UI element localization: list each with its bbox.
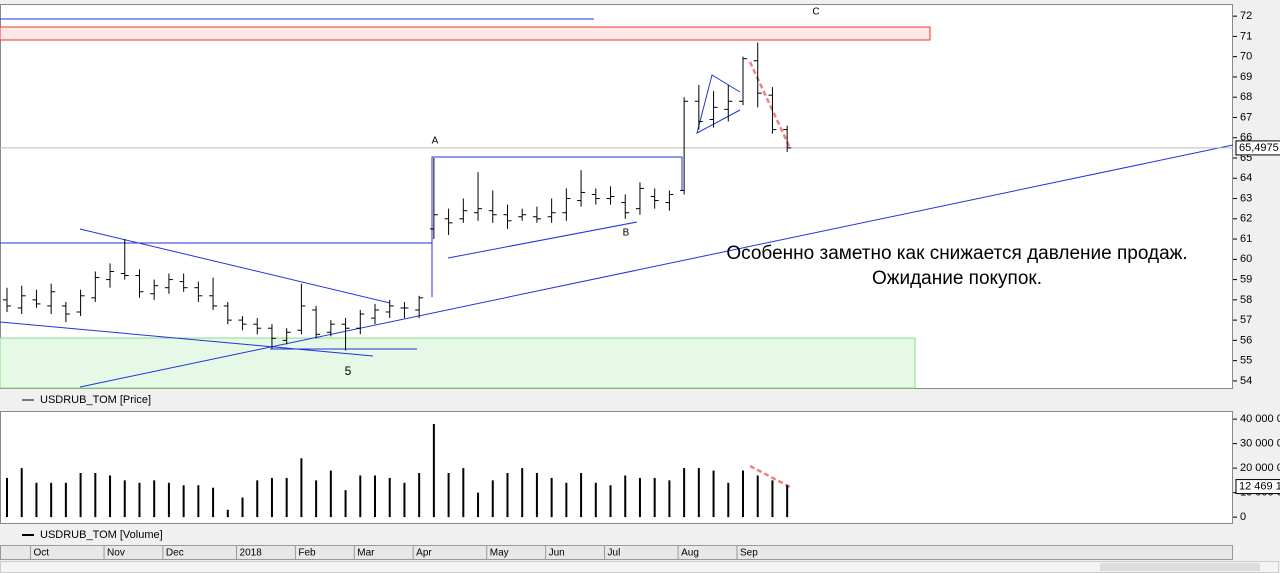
y-tick-label: 70 — [1240, 51, 1252, 63]
y-tick-label: 40 000 000 — [1240, 413, 1280, 425]
x-tick-label: 2018 — [240, 548, 263, 559]
triangle — [696, 74, 741, 134]
x-tick-label: Sep — [740, 548, 758, 559]
x-tick-label: Apr — [416, 548, 432, 559]
wave-label: 5 — [345, 364, 352, 378]
y-tick-label: 20 000 000 — [1240, 462, 1280, 474]
volume-panel — [0, 411, 1233, 524]
x-tick-label: May — [490, 548, 509, 559]
price-panel — [0, 4, 1233, 389]
resistance-zone — [0, 26, 931, 41]
x-tick-label: Oct — [33, 548, 49, 559]
wave-label: C — [812, 7, 819, 18]
y-tick-label: 71 — [1240, 30, 1252, 42]
y-tick-label: 62 — [1240, 213, 1252, 225]
y-tick-label: 60 — [1240, 253, 1252, 265]
y-tick-label: 0 — [1240, 511, 1246, 523]
last-value-label: 12 469 100 — [1239, 480, 1280, 492]
trend-line — [79, 228, 391, 304]
y-tick-label: 69 — [1240, 71, 1252, 83]
annotation: Ожидание покупок. — [872, 268, 1042, 289]
y-tick-label: 67 — [1240, 111, 1252, 123]
annotation: Особенно заметно как снижается давление … — [726, 243, 1187, 264]
y-tick-label: 55 — [1240, 355, 1252, 367]
trend-line — [447, 221, 638, 259]
y-tick-label: 56 — [1240, 334, 1252, 346]
scrollbar[interactable] — [0, 561, 1279, 573]
x-tick-label: Dec — [166, 548, 184, 559]
y-tick-label: 54 — [1240, 375, 1252, 387]
y-tick-label: 57 — [1240, 314, 1252, 326]
wave-label: A — [432, 136, 439, 147]
y-tick-label: 58 — [1240, 294, 1252, 306]
legend-label: USDRUB_TOM [Price] — [40, 394, 151, 406]
trend-line — [431, 156, 683, 297]
y-tick-label: 64 — [1240, 172, 1252, 184]
trend-line — [0, 321, 374, 357]
scroll-thumb[interactable] — [1100, 563, 1260, 571]
x-tick-label: Jul — [608, 548, 621, 559]
support-zone — [0, 337, 916, 389]
x-tick-label: Aug — [681, 548, 699, 559]
x-tick-label: Feb — [298, 548, 316, 559]
y-tick-label: 30 000 000 — [1240, 438, 1280, 450]
x-tick-label: Mar — [357, 548, 375, 559]
y-tick-label: 61 — [1240, 233, 1252, 245]
legend-label: USDRUB_TOM [Volume] — [40, 529, 163, 541]
y-tick-label: 63 — [1240, 192, 1252, 204]
y-tick-label: 59 — [1240, 273, 1252, 285]
date-axis — [0, 545, 1233, 560]
y-tick-label: 68 — [1240, 91, 1252, 103]
y-tick-label: 72 — [1240, 10, 1252, 22]
last-value-box — [1235, 140, 1280, 156]
last-value-box — [1235, 479, 1280, 495]
last-value-label: 65,4975 — [1239, 142, 1279, 154]
wave-label: B — [623, 228, 630, 239]
x-tick-label: Nov — [107, 548, 125, 559]
x-tick-label: Jun — [549, 548, 565, 559]
